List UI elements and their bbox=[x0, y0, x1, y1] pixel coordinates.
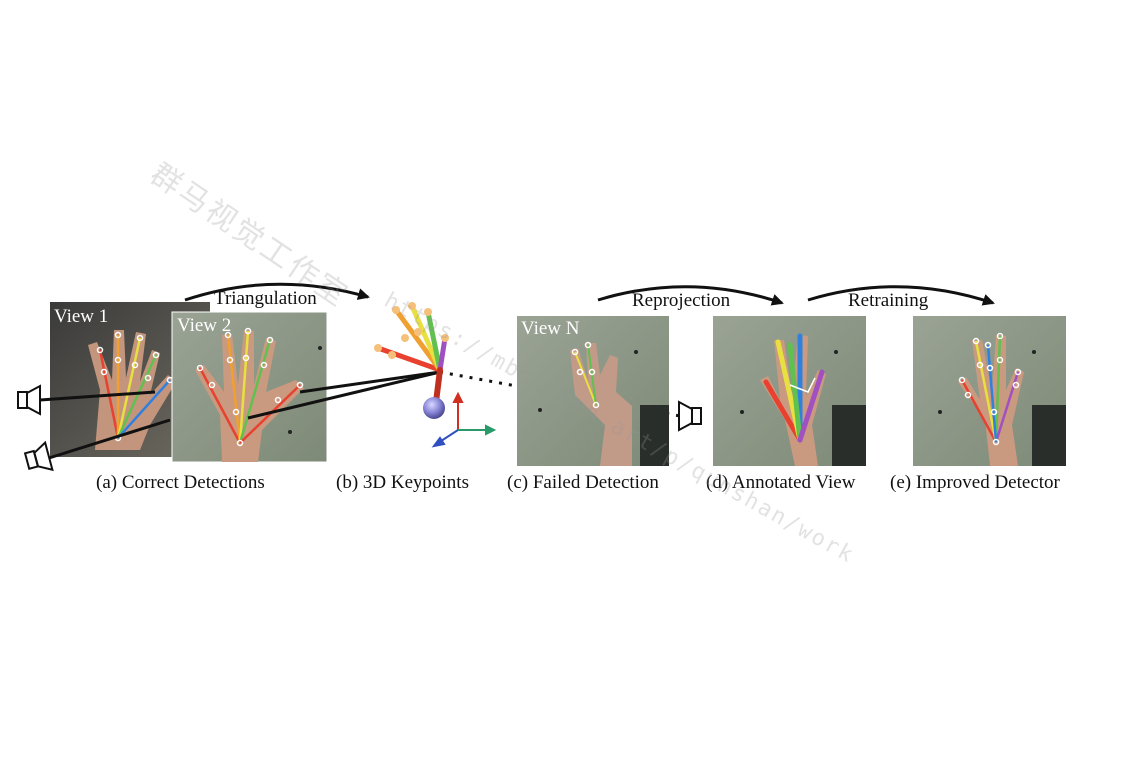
viewN-photo bbox=[517, 316, 669, 466]
annotated-view-photo bbox=[713, 316, 866, 466]
viewN-label: View N bbox=[521, 318, 580, 339]
caption-a: (a) Correct Detections bbox=[96, 472, 265, 493]
view2-photo bbox=[171, 311, 328, 463]
camera-icon bbox=[678, 400, 702, 432]
triangulation-arrow bbox=[184, 282, 370, 302]
retraining-label: Retraining bbox=[848, 290, 929, 311]
caption-e: (e) Improved Detector bbox=[890, 472, 1060, 493]
reprojection-label: Reprojection bbox=[632, 290, 731, 311]
xyz-axes-icon bbox=[431, 391, 497, 448]
caption-c: (c) Failed Detection bbox=[507, 472, 659, 493]
improved-detector-photo bbox=[913, 316, 1066, 466]
triangulation-label: Triangulation bbox=[214, 288, 317, 309]
view2-label: View 2 bbox=[177, 315, 232, 336]
retraining-arrow bbox=[807, 285, 995, 306]
reprojection-arrow bbox=[597, 285, 784, 306]
caption-d: (d) Annotated View bbox=[706, 472, 856, 493]
caption-b: (b) 3D Keypoints bbox=[336, 472, 469, 493]
3d-keypoints-skeleton bbox=[374, 302, 449, 419]
triangulation-rays bbox=[39, 370, 441, 460]
camera-icon bbox=[23, 440, 54, 472]
view1-label: View 1 bbox=[54, 306, 109, 327]
camera-icon bbox=[17, 384, 41, 416]
